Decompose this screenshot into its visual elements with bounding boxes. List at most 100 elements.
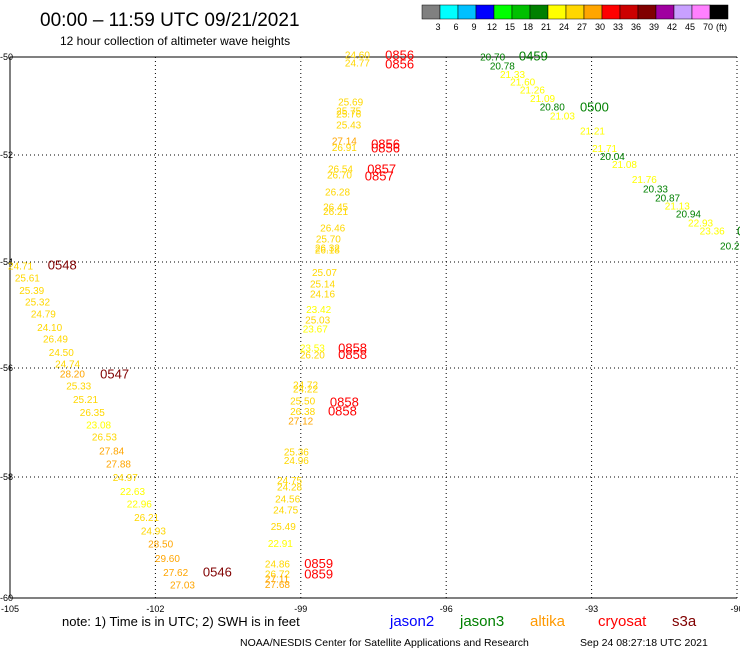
pass-time-label: 0858 xyxy=(338,347,367,362)
wave-height-label: 24.22 xyxy=(293,384,318,395)
wave-height-label: 26.49 xyxy=(43,335,68,346)
pass-time-label: 0858 xyxy=(338,340,367,355)
wave-height-label: 21.60 xyxy=(510,78,535,89)
pass-time-label: 0857 xyxy=(365,168,394,183)
y-tick-label: -50 xyxy=(0,52,13,62)
wave-height-label: 25.33 xyxy=(66,382,91,393)
wave-height-label: 21.76 xyxy=(632,175,657,186)
axes: -105 -102 -99 -96 -93 -90 -50 -52 -54 -56 -58 -60 xyxy=(0,52,740,614)
wave-height-label: 20.33 xyxy=(643,184,668,195)
wave-height-label: 26.70 xyxy=(327,171,352,182)
wave-height-label: 24.79 xyxy=(31,310,56,321)
colorbar-label: 33 xyxy=(613,22,623,32)
wave-height-label: 22.63 xyxy=(120,487,145,498)
wave-height-label: 26.21 xyxy=(323,207,348,218)
credit-text: NOAA/NESDIS Center for Satellite Applica… xyxy=(240,637,529,649)
wave-height-label: 25.03 xyxy=(305,315,330,326)
pass-time-label: 0856 xyxy=(371,141,400,156)
pass-time-label: 0858 xyxy=(328,404,357,419)
y-tick-label: -52 xyxy=(0,150,13,160)
wave-height-label: 24.74 xyxy=(55,359,80,370)
wave-height-label: 22.93 xyxy=(688,219,713,230)
wave-height-label: 27.68 xyxy=(265,580,290,591)
wave-height-label: 23.42 xyxy=(306,305,331,316)
wave-height-label: 24.50 xyxy=(49,348,74,359)
wave-height-label: 25.49 xyxy=(271,522,296,533)
colorbar-swatch xyxy=(457,4,477,20)
wave-height-label: 20.2 xyxy=(720,242,740,253)
x-tick-label: -90 xyxy=(730,604,740,614)
pass-time-labels: 0856085608560856085708570858085808580858… xyxy=(48,47,740,581)
timestamp-text: Sep 24 08:27:18 UTC 2021 xyxy=(580,637,708,649)
wave-height-label: 21.71 xyxy=(592,144,617,155)
colorbar-swatch xyxy=(475,4,495,20)
wave-height-label: 24.75 xyxy=(277,476,302,487)
pass-time-label: 0500 xyxy=(580,99,609,114)
wave-height-label: 21.26 xyxy=(520,85,545,96)
wave-height-label: 25.76 xyxy=(336,109,361,120)
wave-height-label: 21.33 xyxy=(500,70,525,81)
pass-time-label: 0856 xyxy=(385,56,414,71)
wave-height-label: 25.36 xyxy=(284,448,309,459)
wave-height-label: 28.20 xyxy=(60,370,85,381)
colorbar-swatch xyxy=(673,4,693,20)
footnote: note: 1) Time is in UTC; 2) SWH is in fe… xyxy=(62,614,300,629)
wave-height-label: 25.75 xyxy=(336,107,361,118)
wave-height-label: 23.53 xyxy=(300,344,325,355)
colorbar-label: 30 xyxy=(595,22,605,32)
wave-height-label: 24.75 xyxy=(273,506,298,517)
wave-height-label: 24.10 xyxy=(37,323,62,334)
pass-time-label: 0856 xyxy=(371,137,400,152)
colorbar-swatch xyxy=(655,4,675,20)
x-tick-label: -102 xyxy=(146,604,164,614)
colorbar-swatch xyxy=(709,4,729,20)
colorbar-swatch xyxy=(691,4,711,20)
colorbar-label: 15 xyxy=(505,22,515,32)
x-tick-label: -93 xyxy=(585,604,598,614)
legend: jason2 jason3 altika cryosat s3a xyxy=(389,613,697,630)
colorbar-swatch xyxy=(439,4,459,20)
legend-cryosat: cryosat xyxy=(598,613,647,630)
wave-height-label: 27.12 xyxy=(288,417,313,428)
colorbar-label: 39 xyxy=(649,22,659,32)
wave-height-label: 26.53 xyxy=(92,432,117,443)
colorbar-swatch xyxy=(529,4,549,20)
wave-height-label: 25.07 xyxy=(312,268,337,279)
y-tick-label: -56 xyxy=(0,363,13,373)
x-tick-label: -105 xyxy=(1,604,19,614)
pass-time-label: 0857 xyxy=(367,161,396,176)
wave-height-label: 21.08 xyxy=(612,160,637,171)
wave-height-label: 24.72 xyxy=(293,381,318,392)
wave-height-label: 20.70 xyxy=(480,53,505,64)
colorbar-swatch xyxy=(421,4,441,20)
wave-height-label: 27.88 xyxy=(106,460,131,471)
wave-height-label: 24.96 xyxy=(284,456,309,467)
wave-height-label: 25.32 xyxy=(25,297,50,308)
wave-height-label: 26.91 xyxy=(332,143,357,154)
y-tick-label: -60 xyxy=(0,593,13,603)
wave-height-label: 25.69 xyxy=(338,98,363,109)
colorbar-swatch xyxy=(583,4,603,20)
legend-altika: altika xyxy=(530,613,566,630)
wave-height-label: 26.21 xyxy=(134,513,159,524)
wave-height-label: 26.20 xyxy=(300,350,325,361)
x-tick-label: -99 xyxy=(294,604,307,614)
wave-height-label: 21.13 xyxy=(665,202,690,213)
colorbar-label: 27 xyxy=(577,22,587,32)
wave-height-label: 27.84 xyxy=(99,447,124,458)
legend-s3a: s3a xyxy=(672,613,697,630)
wave-height-label: 29.60 xyxy=(155,554,180,565)
x-tick-label: -96 xyxy=(440,604,453,614)
wave-height-label: 26.72 xyxy=(265,570,290,581)
colorbar-label: 18 xyxy=(523,22,533,32)
wave-height-label: 24.56 xyxy=(275,495,300,506)
wave-height-label: 25.70 xyxy=(316,235,341,246)
colorbar: 3 6 9 12 15 18 21 24 27 30 33 36 39 42 45 70 (ft) xyxy=(421,4,729,32)
pass-time-label: 0859 xyxy=(304,566,333,581)
colorbar-unit: (ft) xyxy=(716,22,727,32)
wave-height-label: 23.67 xyxy=(303,324,328,335)
wave-height-label: 24.93 xyxy=(141,527,166,538)
wave-height-label: 22.91 xyxy=(268,539,293,550)
